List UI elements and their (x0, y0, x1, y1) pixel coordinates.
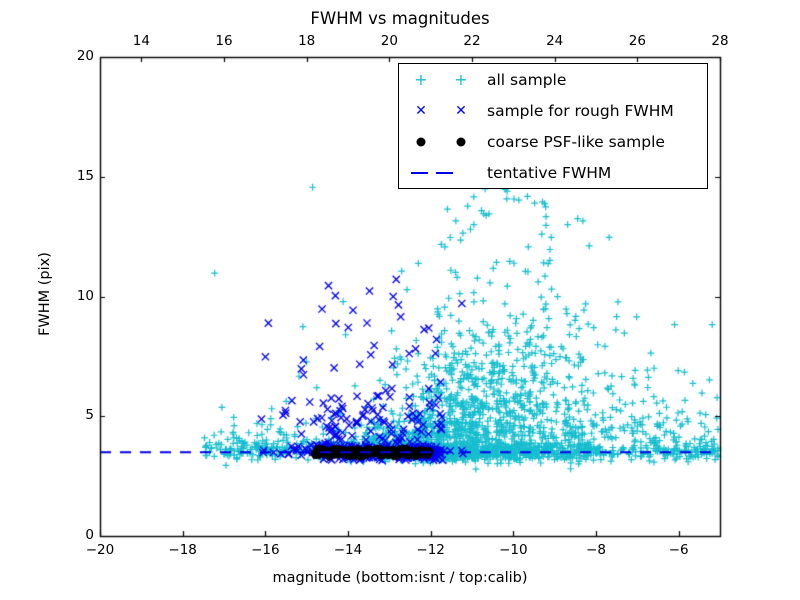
y-tick-label: 15 (76, 167, 94, 184)
legend-label-tentative-fwhm: tentative FWHM (487, 163, 612, 182)
x-tick-label-bottom: −18 (168, 542, 197, 558)
legend-entry-psf-like: coarse PSF-like sample (399, 126, 707, 157)
x-tick-label-top: 18 (298, 33, 316, 49)
plus-icon: + (414, 69, 428, 89)
chart-title: FWHM vs magnitudes (310, 9, 490, 28)
x-tick-label-top: 26 (628, 33, 646, 49)
legend-label-all-sample: all sample (487, 70, 567, 89)
x-tick-label-bottom: −10 (499, 542, 528, 558)
legend-label-psf-like: coarse PSF-like sample (487, 132, 665, 151)
legend-entry-rough-fwhm: ✕ ✕ sample for rough FWHM (399, 95, 707, 126)
legend-marker-all-sample: + + (399, 64, 487, 95)
x-tick-label-top: 14 (132, 33, 150, 49)
y-tick-label: 5 (85, 407, 94, 424)
legend-label-rough-fwhm: sample for rough FWHM (487, 101, 674, 120)
x-tick-label-top: 16 (215, 33, 233, 49)
x-tick-label-bottom: −20 (85, 542, 115, 558)
dashed-line-icon (411, 171, 428, 174)
cross-icon: ✕ (455, 102, 467, 119)
y-tick-label: 20 (76, 48, 94, 64)
legend: + + all sample ✕ ✕ sample for rough FWHM… (398, 63, 708, 189)
y-tick-label: 10 (76, 287, 94, 304)
x-tick-label-top: 28 (711, 33, 729, 49)
legend-marker-tentative-fwhm (399, 157, 487, 188)
x-tick-label-top: 22 (463, 33, 481, 49)
dashed-line-icon (436, 171, 453, 174)
x-tick-label-top: 20 (380, 33, 398, 49)
legend-entry-all-sample: + + all sample (399, 64, 707, 95)
y-tick-label: 0 (85, 527, 94, 543)
plus-icon: + (454, 69, 468, 89)
filled-circle-icon (456, 137, 466, 146)
filled-circle-icon (416, 137, 426, 146)
cross-icon: ✕ (415, 102, 427, 119)
x-tick-label-bottom: −6 (668, 542, 689, 558)
x-tick-label-bottom: −16 (251, 542, 280, 558)
x-tick-label-bottom: −8 (586, 542, 606, 558)
x-tick-label-bottom: −12 (416, 542, 445, 558)
legend-marker-psf-like (399, 126, 487, 157)
x-tick-label-bottom: −14 (333, 542, 363, 558)
x-tick-label-top: 24 (546, 33, 564, 49)
legend-marker-rough-fwhm: ✕ ✕ (399, 95, 487, 126)
legend-entry-tentative-fwhm: tentative FWHM (399, 157, 707, 188)
x-axis-label: magnitude (bottom:isnt / top:calib) (272, 570, 528, 586)
